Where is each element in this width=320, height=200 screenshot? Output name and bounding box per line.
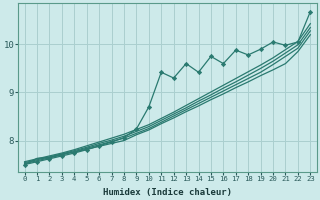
X-axis label: Humidex (Indice chaleur): Humidex (Indice chaleur) <box>103 188 232 197</box>
